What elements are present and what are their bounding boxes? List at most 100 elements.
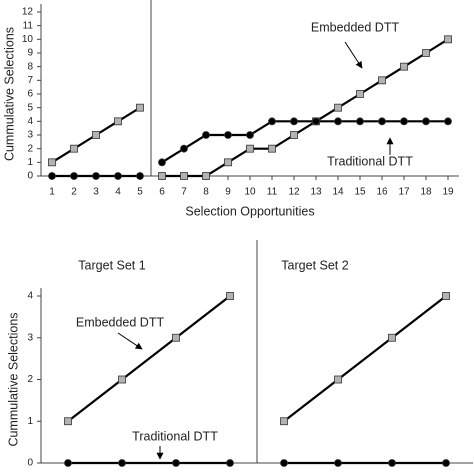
y-tick-label: 5 <box>27 102 33 113</box>
series-line <box>283 295 447 423</box>
y-tick-label: 1 <box>27 157 33 168</box>
y-tick-label: 1 <box>27 416 33 427</box>
y-tick-label: 3 <box>27 332 33 343</box>
marker <box>290 117 298 126</box>
x-tick-label: 10 <box>244 187 256 198</box>
y-tick-label: 4 <box>27 116 33 127</box>
marker <box>290 131 298 139</box>
marker <box>114 172 122 180</box>
marker <box>246 144 254 153</box>
marker <box>158 172 166 180</box>
marker <box>442 459 450 467</box>
y-tick-label: 0 <box>27 458 33 469</box>
y-tick-label: 8 <box>27 61 33 72</box>
marker <box>172 333 180 342</box>
series-label: Traditional DTT <box>132 429 218 443</box>
x-tick-label: 8 <box>203 187 209 198</box>
marker <box>444 35 452 44</box>
marker <box>356 90 364 98</box>
marker <box>388 459 396 467</box>
marker <box>202 172 210 180</box>
y-tick-label: 3 <box>27 130 33 141</box>
y-tick-label: 10 <box>22 34 34 45</box>
marker <box>158 158 166 167</box>
x-tick-label: 1 <box>49 187 55 198</box>
x-tick-label: 17 <box>398 187 410 198</box>
marker <box>400 117 408 126</box>
marker <box>268 144 276 153</box>
marker <box>202 131 210 139</box>
marker <box>280 459 288 467</box>
marker <box>226 292 234 300</box>
x-tick-label: 6 <box>159 187 165 198</box>
series-label: Traditional DTT <box>327 154 413 168</box>
y-tick-label: 12 <box>22 7 34 18</box>
x-tick-label: 4 <box>115 187 121 198</box>
x-tick-label: 7 <box>181 187 187 198</box>
y-tick-label: 2 <box>27 374 33 385</box>
y-tick-label: 6 <box>27 89 33 100</box>
marker <box>118 459 126 467</box>
marker <box>180 172 188 180</box>
marker <box>378 76 386 85</box>
x-tick-label: 5 <box>137 187 143 198</box>
marker <box>312 117 320 126</box>
x-tick-label: 19 <box>442 187 454 198</box>
y-axis-label: Cummulative Selections <box>6 312 20 446</box>
annotation: Target Set 1 <box>78 258 145 272</box>
marker <box>334 117 342 126</box>
marker <box>136 103 144 112</box>
marker <box>334 375 342 384</box>
marker <box>172 459 180 467</box>
marker <box>226 459 234 467</box>
marker <box>444 117 452 126</box>
marker <box>48 172 56 180</box>
x-tick-label: 15 <box>354 187 366 198</box>
marker <box>114 117 122 126</box>
series-line <box>67 295 231 423</box>
marker <box>422 49 430 57</box>
x-tick-label: 9 <box>225 187 231 198</box>
marker <box>70 172 78 180</box>
series-label: Embedded DTT <box>311 20 400 34</box>
marker <box>422 117 430 126</box>
y-axis-label: Cummulative Selections <box>2 27 16 161</box>
x-axis-label: Selection Opportunities <box>185 204 314 218</box>
marker <box>180 144 188 153</box>
marker <box>280 417 288 426</box>
annotation: Target Set 2 <box>281 258 348 272</box>
marker <box>334 103 342 112</box>
x-tick-label: 2 <box>71 187 77 198</box>
marker <box>442 292 450 300</box>
marker <box>118 375 126 384</box>
x-tick-label: 11 <box>267 187 278 198</box>
y-tick-label: 9 <box>27 48 33 59</box>
y-tick-label: 11 <box>23 20 34 31</box>
x-tick-label: 16 <box>376 187 388 198</box>
y-tick-label: 2 <box>27 143 33 154</box>
arrow <box>344 41 363 69</box>
series-label: Embedded DTT <box>76 315 165 329</box>
marker <box>356 117 364 126</box>
marker <box>64 459 72 467</box>
y-tick-label: 4 <box>27 291 33 302</box>
y-tick-label: 7 <box>27 75 33 86</box>
marker <box>136 172 144 180</box>
marker <box>400 62 408 71</box>
x-tick-label: 14 <box>332 187 344 198</box>
marker <box>48 158 56 167</box>
x-tick-label: 13 <box>310 187 322 198</box>
x-tick-label: 18 <box>420 187 432 198</box>
arrow <box>117 332 143 350</box>
y-tick-label: 0 <box>27 171 33 182</box>
x-tick-label: 12 <box>288 187 300 198</box>
marker <box>64 417 72 426</box>
marker <box>92 172 100 180</box>
marker <box>378 117 386 126</box>
marker <box>268 117 276 126</box>
marker <box>224 158 232 167</box>
marker <box>70 144 78 153</box>
x-tick-label: 3 <box>93 187 99 198</box>
